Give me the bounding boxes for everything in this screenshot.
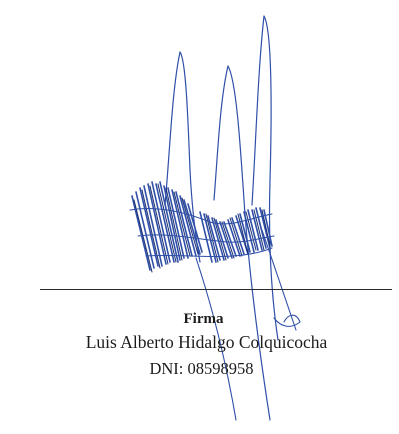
signature-loop-middle bbox=[213, 65, 271, 421]
signature-hook bbox=[273, 314, 301, 327]
signature-label: Firma bbox=[183, 311, 224, 327]
signature-line bbox=[40, 289, 392, 290]
signer-name: Luis Alberto Hidalgo Colquicocha bbox=[85, 332, 328, 352]
signer-dni: DNI: 08598958 bbox=[149, 359, 254, 378]
signature-loop-right bbox=[251, 15, 279, 341]
signature-stroke-descender-2 bbox=[261, 229, 297, 331]
signature-scribble bbox=[131, 181, 273, 271]
signature-stroke-descender bbox=[195, 257, 237, 421]
